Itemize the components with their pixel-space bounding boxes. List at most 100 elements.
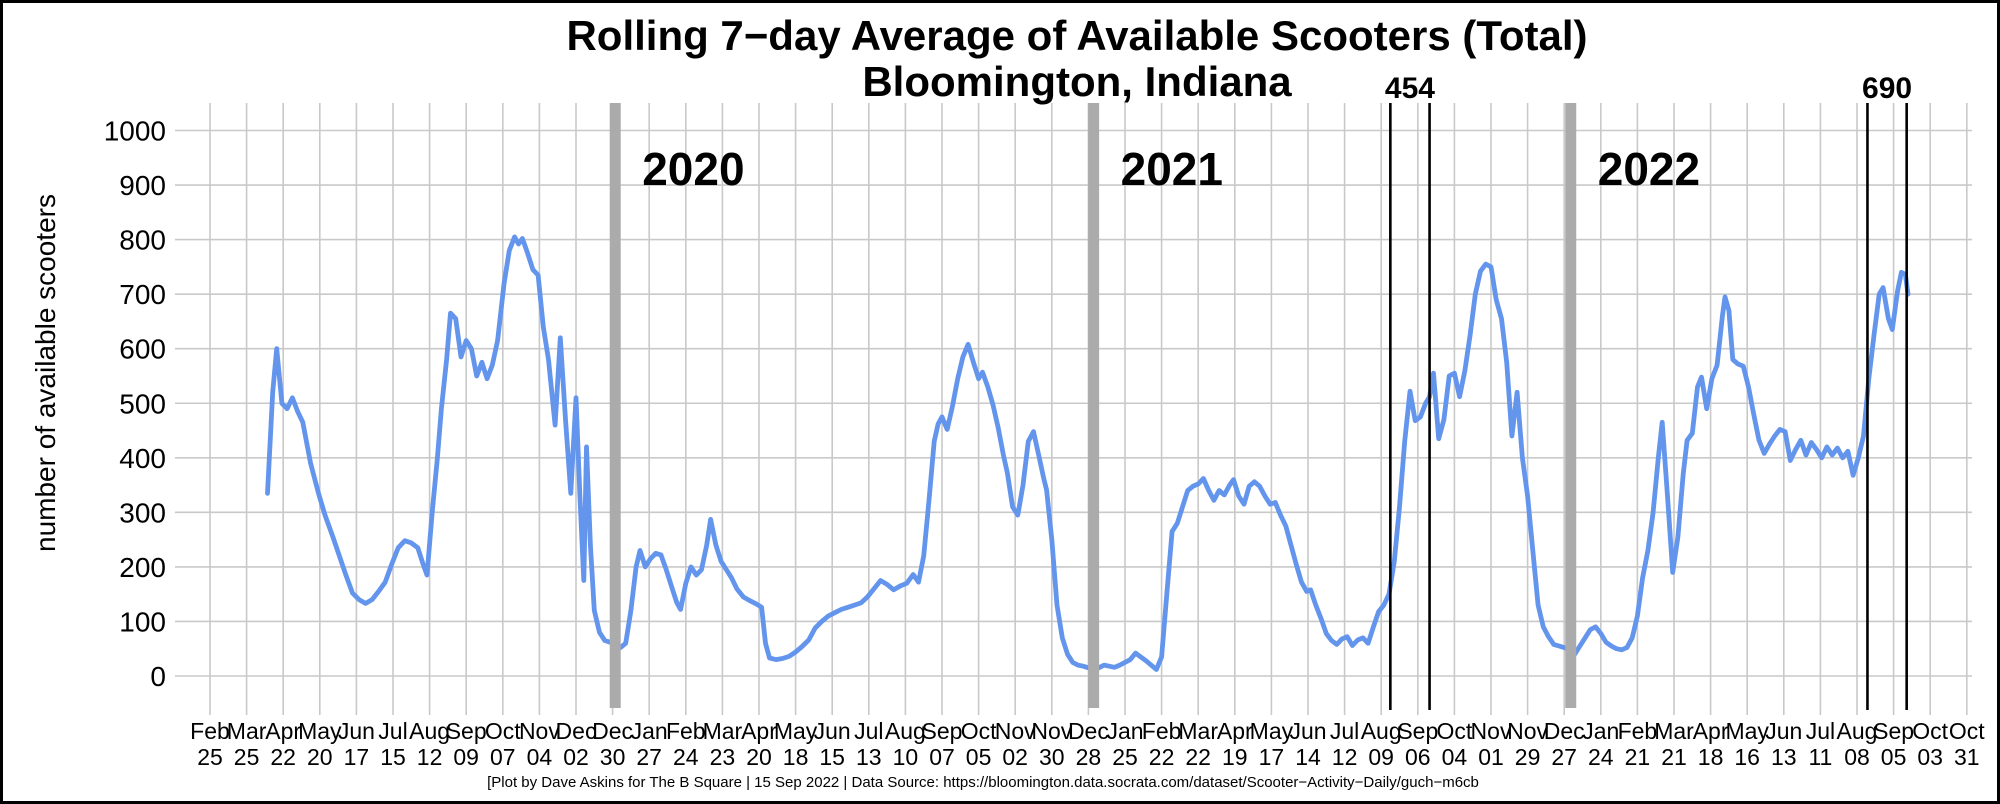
- x-tick-day: 07: [929, 744, 955, 770]
- x-tick-day: 01: [1478, 744, 1504, 770]
- x-tick-day: 16: [1734, 744, 1760, 770]
- y-axis-title: number of available scooters: [30, 194, 61, 552]
- chart-title: Rolling 7−day Average of Available Scoot…: [566, 12, 1587, 59]
- x-tick-month: Sep: [922, 718, 963, 744]
- x-tick-month: Jul: [1806, 718, 1835, 744]
- x-tick-month: Nov: [519, 718, 560, 744]
- x-tick-day: 10: [893, 744, 919, 770]
- x-tick-month: Apr: [741, 718, 777, 744]
- x-tick-day: 04: [527, 744, 553, 770]
- x-tick-day: 12: [417, 744, 443, 770]
- series-line-group: [265, 234, 1911, 672]
- x-tick-month: Jan: [631, 718, 668, 744]
- x-tick-day: 07: [490, 744, 516, 770]
- x-tick-day: 27: [1551, 744, 1577, 770]
- y-tick-label-500: 500: [119, 388, 166, 419]
- x-tick-month: Dec: [556, 718, 597, 744]
- x-tick-month: Nov: [1471, 718, 1512, 744]
- x-tick-month: Aug: [1361, 718, 1402, 744]
- x-tick-month: Jun: [1289, 718, 1326, 744]
- x-tick-month: Mar: [1654, 718, 1694, 744]
- x-tick-day: 21: [1625, 744, 1651, 770]
- x-tick-month: May: [1725, 718, 1769, 744]
- x-tick-day: 31: [1954, 744, 1980, 770]
- x-tick-day: 11: [1808, 744, 1832, 770]
- x-tick-month: Mar: [703, 718, 743, 744]
- x-tick-month: Sep: [1397, 718, 1438, 744]
- annotation-label-690: 690: [1862, 72, 1912, 105]
- x-tick-month: Jul: [854, 718, 883, 744]
- x-tick-month: Oct: [1437, 718, 1473, 744]
- x-tick-day: 03: [1917, 744, 1943, 770]
- x-tick-day: 24: [1588, 744, 1614, 770]
- x-tick-day: 23: [710, 744, 736, 770]
- x-tick-day: 22: [1185, 744, 1211, 770]
- x-tick-month: Jul: [1330, 718, 1359, 744]
- x-tick-month: Nov: [995, 718, 1036, 744]
- x-tick-month: Oct: [1949, 718, 1985, 744]
- x-tick-month: Sep: [446, 718, 487, 744]
- x-tick-month: Feb: [1618, 718, 1658, 744]
- x-tick-day: 18: [783, 744, 809, 770]
- x-tick-month: Jan: [1582, 718, 1619, 744]
- x-tick-day: 14: [1295, 744, 1321, 770]
- x-tick-day: 06: [1405, 744, 1431, 770]
- x-tick-day: 27: [636, 744, 662, 770]
- x-tick-month: Jul: [378, 718, 407, 744]
- year-label-2020: 2020: [642, 143, 744, 195]
- x-tick-month: Sep: [1873, 718, 1914, 744]
- x-tick-day: 20: [746, 744, 772, 770]
- x-tick-day: 29: [1515, 744, 1541, 770]
- x-tick-day: 25: [1112, 744, 1138, 770]
- y-tick-label-900: 900: [119, 170, 166, 201]
- x-tick-month: Feb: [1142, 718, 1182, 744]
- x-tick-month: Jun: [1765, 718, 1802, 744]
- x-tick-month: May: [1250, 718, 1294, 744]
- x-tick-month: Oct: [961, 718, 997, 744]
- x-tick-day: 15: [380, 744, 406, 770]
- y-axis-tick-labels: 0 100 200 300 400 500 600 700 800 900 1000: [104, 116, 166, 693]
- x-tick-day: 20: [307, 744, 333, 770]
- x-tick-day: 13: [1771, 744, 1797, 770]
- year-bar-2020: [609, 103, 621, 708]
- y-tick-label-100: 100: [119, 606, 166, 637]
- x-tick-day: 19: [1222, 744, 1248, 770]
- y-tick-label-700: 700: [119, 279, 166, 310]
- x-tick-month: Dec: [1544, 718, 1585, 744]
- x-tick-month: Nov: [1507, 718, 1548, 744]
- x-tick-month: Aug: [885, 718, 926, 744]
- x-tick-month: Jun: [338, 718, 375, 744]
- x-tick-day: 25: [234, 744, 260, 770]
- horizontal-gridlines: [175, 129, 1972, 677]
- x-tick-month: Apr: [1693, 718, 1729, 744]
- year-label-2021: 2021: [1121, 143, 1223, 195]
- chart-subtitle: Bloomington, Indiana: [862, 58, 1292, 105]
- x-tick-month: Apr: [1217, 718, 1253, 744]
- x-tick-month: May: [774, 718, 818, 744]
- x-tick-day: 15: [819, 744, 845, 770]
- x-tick-month: Mar: [1178, 718, 1218, 744]
- year-markers: 2020 2021 2022: [609, 103, 1700, 708]
- x-tick-day: 22: [1149, 744, 1175, 770]
- year-bar-2022: [1565, 103, 1577, 708]
- x-tick-day: 13: [856, 744, 882, 770]
- x-tick-day: 09: [1368, 744, 1394, 770]
- x-tick-month: Feb: [190, 718, 230, 744]
- x-tick-day: 30: [1039, 744, 1065, 770]
- annotation-lines: 454 690: [1385, 72, 1912, 710]
- x-tick-day: 02: [1002, 744, 1028, 770]
- x-tick-month: Mar: [227, 718, 267, 744]
- year-label-2022: 2022: [1598, 143, 1700, 195]
- year-bar-2021: [1088, 103, 1100, 708]
- y-tick-label-300: 300: [119, 497, 166, 528]
- x-tick-month: Oct: [485, 718, 521, 744]
- x-tick-day: 05: [966, 744, 992, 770]
- footer-caption: [Plot by Dave Askins for The B Square | …: [487, 774, 1479, 791]
- x-tick-month: Nov: [1031, 718, 1072, 744]
- x-tick-month: Jan: [1106, 718, 1143, 744]
- x-tick-day: 09: [453, 744, 479, 770]
- x-tick-month: Dec: [1068, 718, 1109, 744]
- x-tick-day: 17: [1259, 744, 1285, 770]
- y-tick-label-0: 0: [150, 661, 166, 692]
